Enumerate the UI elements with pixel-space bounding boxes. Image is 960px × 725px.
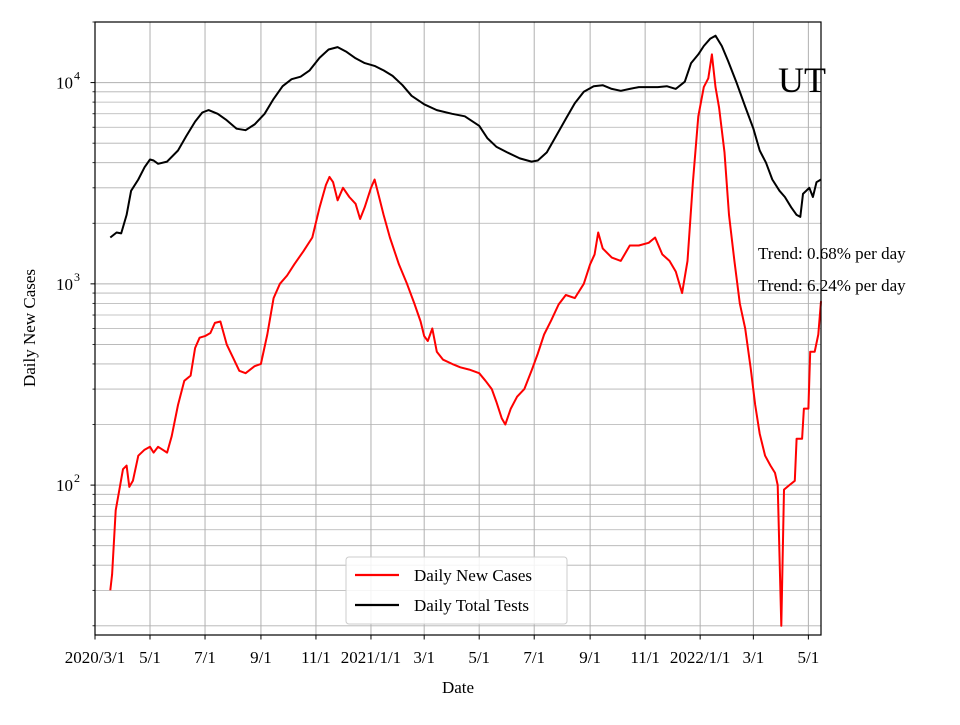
y-tick-exponent: 3 bbox=[74, 270, 80, 284]
y-tick-exponent: 2 bbox=[74, 471, 80, 485]
x-tick-label: 2021/1/1 bbox=[341, 648, 401, 667]
x-tick-label: 9/1 bbox=[250, 648, 272, 667]
x-tick-label: 5/1 bbox=[139, 648, 161, 667]
x-tick-label: 9/1 bbox=[579, 648, 601, 667]
legend: Daily New Cases Daily Total Tests bbox=[345, 556, 568, 625]
x-tick-label: 2020/3/1 bbox=[65, 648, 125, 667]
daily-total-tests-line bbox=[109, 34, 822, 239]
y-tick-label: 10 bbox=[56, 476, 73, 495]
series-layer bbox=[109, 34, 822, 627]
legend-box bbox=[345, 556, 568, 625]
x-tick-label: 7/1 bbox=[523, 648, 545, 667]
state-label: UT bbox=[778, 60, 826, 100]
x-tick-label: 2022/1/1 bbox=[670, 648, 730, 667]
x-axis-label: Date bbox=[442, 678, 474, 697]
y-tick-label: 10 bbox=[56, 275, 73, 294]
daily-new-cases-line bbox=[109, 53, 822, 627]
trend-cases-annotation: Trend: 6.24% per day bbox=[758, 276, 906, 295]
x-tick-label: 5/1 bbox=[798, 648, 820, 667]
x-tick-label: 5/1 bbox=[468, 648, 490, 667]
y-tick-label: 10 bbox=[56, 74, 73, 93]
x-tick-label: 11/1 bbox=[630, 648, 660, 667]
legend-label-cases: Daily New Cases bbox=[414, 566, 532, 585]
x-tick-label: 11/1 bbox=[301, 648, 331, 667]
x-tick-label: 7/1 bbox=[194, 648, 216, 667]
x-tick-label: 3/1 bbox=[742, 648, 764, 667]
trend-tests-annotation: Trend: 0.68% per day bbox=[758, 244, 906, 263]
legend-label-tests: Daily Total Tests bbox=[414, 596, 529, 615]
y-axis-label: Daily New Cases bbox=[20, 269, 39, 387]
grid-lines bbox=[94, 21, 821, 635]
x-tick-label: 3/1 bbox=[413, 648, 435, 667]
y-tick-exponent: 4 bbox=[74, 69, 80, 83]
